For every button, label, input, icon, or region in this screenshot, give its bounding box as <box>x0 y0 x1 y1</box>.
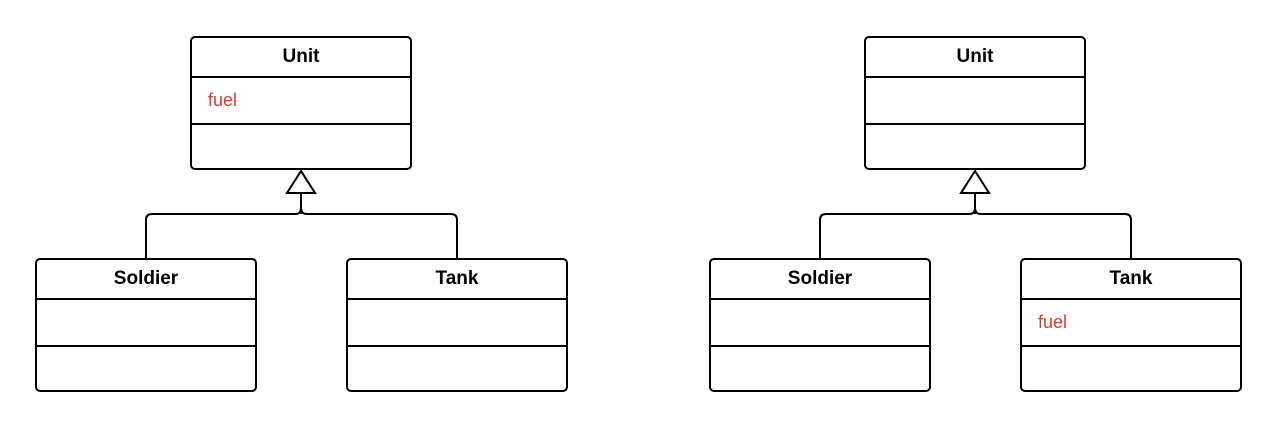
attribute-fuel: fuel <box>1038 312 1068 332</box>
class-name: Soldier <box>711 260 929 300</box>
class-methods <box>37 347 255 390</box>
class-attributes <box>37 300 255 347</box>
class-attributes: fuel <box>1022 300 1240 347</box>
class-name: Unit <box>192 38 410 78</box>
class-attributes <box>711 300 929 347</box>
class-methods <box>192 125 410 168</box>
class-soldier-right[interactable]: Soldier <box>709 258 931 392</box>
class-tank-left[interactable]: Tank <box>346 258 568 392</box>
class-methods <box>711 347 929 390</box>
class-tank-right[interactable]: Tank fuel <box>1020 258 1242 392</box>
class-methods <box>348 347 566 390</box>
class-name: Soldier <box>37 260 255 300</box>
attribute-fuel: fuel <box>208 90 238 110</box>
class-attributes <box>866 78 1084 125</box>
class-unit-right[interactable]: Unit <box>864 36 1086 170</box>
class-attributes: fuel <box>192 78 410 125</box>
class-soldier-left[interactable]: Soldier <box>35 258 257 392</box>
generalization-arrowhead <box>959 169 991 194</box>
class-name: Tank <box>348 260 566 300</box>
inheritance-right <box>819 169 1132 259</box>
class-name: Tank <box>1022 260 1240 300</box>
class-name: Unit <box>866 38 1084 78</box>
class-attributes <box>348 300 566 347</box>
class-methods <box>866 125 1084 168</box>
inheritance-left <box>145 169 458 259</box>
generalization-arrowhead <box>285 169 317 194</box>
class-methods <box>1022 347 1240 390</box>
class-unit-left[interactable]: Unit fuel <box>190 36 412 170</box>
